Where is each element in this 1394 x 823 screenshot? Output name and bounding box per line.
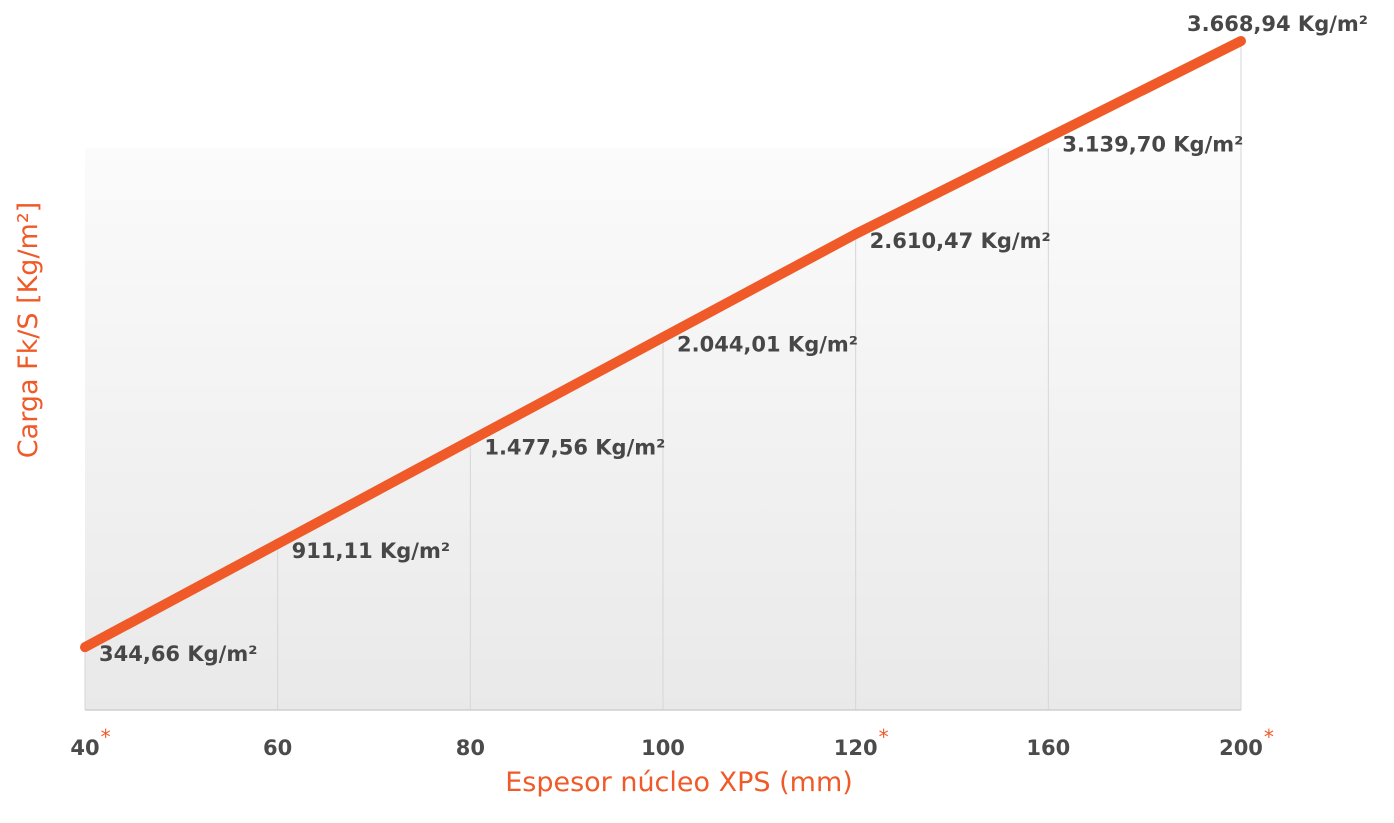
data-label: 1.477,56 Kg/m²	[484, 436, 665, 460]
data-point	[272, 538, 283, 549]
x-tick-label: 40	[70, 736, 99, 760]
data-label: 2.610,47 Kg/m²	[870, 229, 1051, 253]
data-point	[658, 332, 668, 343]
data-point	[1236, 36, 1246, 47]
data-label: 911,11 Kg/m²	[292, 539, 450, 563]
x-tick-label: 120	[834, 736, 878, 760]
x-tick-label: 200	[1219, 736, 1263, 760]
x-tick-label: 160	[1026, 736, 1070, 760]
data-label: 344,66 Kg/m²	[99, 642, 257, 666]
data-point	[80, 642, 90, 653]
tick-asterisk: *	[1264, 725, 1274, 749]
data-label: 3.668,94 Kg/m²	[1187, 12, 1368, 36]
x-tick-label: 100	[641, 736, 685, 760]
x-tick-label: 80	[456, 736, 485, 760]
data-point	[465, 435, 476, 446]
data-label: 2.044,01 Kg/m²	[677, 332, 858, 356]
x-axis-title: Espesor núcleo XPS (mm)	[505, 767, 853, 798]
tick-asterisk: *	[879, 725, 889, 749]
x-tick-label: 60	[263, 736, 292, 760]
data-point	[1043, 132, 1054, 143]
y-axis-title: Carga Fk/S [Kg/m²]	[13, 202, 44, 458]
data-point	[850, 229, 861, 240]
data-label: 3.139,70 Kg/m²	[1062, 133, 1243, 157]
tick-asterisk: *	[101, 725, 111, 749]
